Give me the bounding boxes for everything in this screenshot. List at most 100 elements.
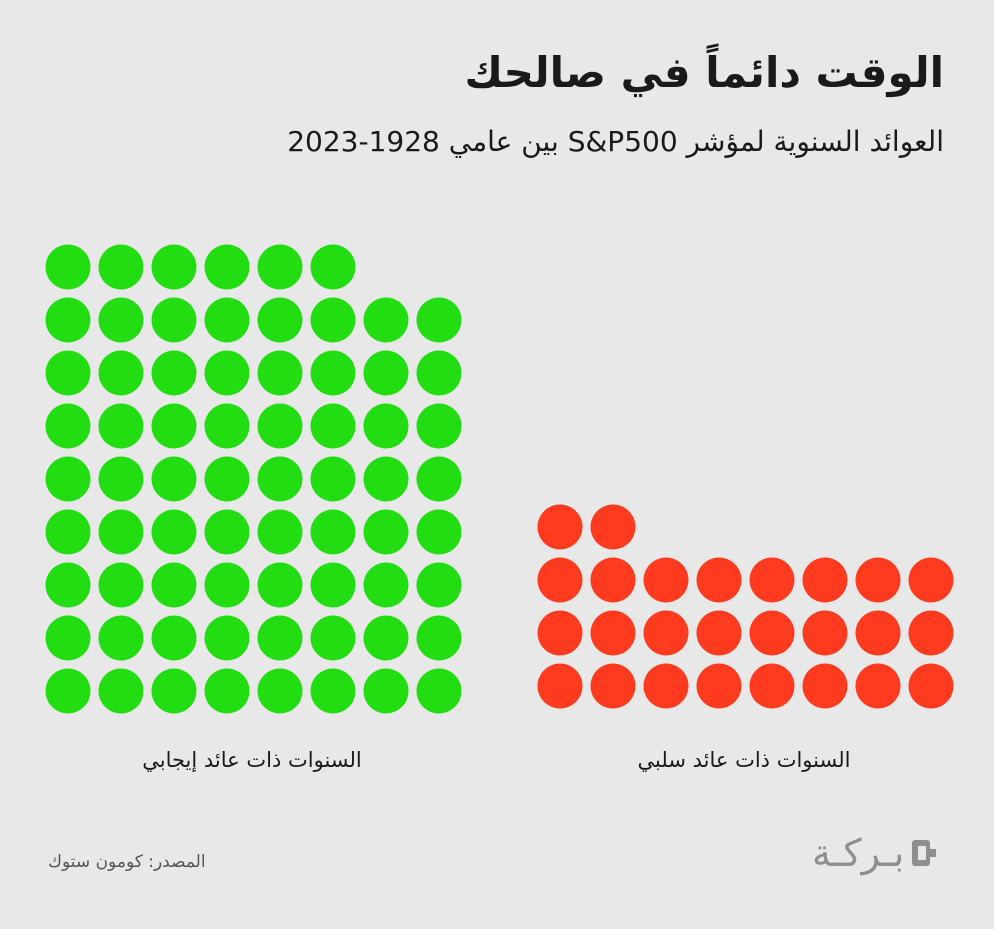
year-dot: [310, 456, 356, 502]
year-dot: [45, 350, 91, 396]
year-dot: [537, 504, 583, 550]
year-dot: [257, 615, 303, 661]
year-dot: [696, 557, 742, 603]
legend-positive-years: السنوات ذات عائد إيجابي: [142, 748, 362, 772]
year-dot: [98, 403, 144, 449]
year-dot: [45, 509, 91, 555]
year-dot: [416, 297, 462, 343]
year-dot: [204, 615, 250, 661]
year-dot: [802, 610, 848, 656]
year-dot: [151, 562, 197, 608]
year-dot: [416, 668, 462, 714]
year-dot: [45, 456, 91, 502]
year-dot: [749, 663, 795, 709]
year-dot: [643, 663, 689, 709]
year-dot: [204, 509, 250, 555]
year-dot: [151, 297, 197, 343]
year-dot: [363, 350, 409, 396]
year-dot: [45, 562, 91, 608]
year-dot: [590, 663, 636, 709]
year-dot: [257, 562, 303, 608]
year-dot: [45, 403, 91, 449]
source-note: المصدر: كومون ستوك: [48, 852, 206, 872]
year-dot: [537, 663, 583, 709]
chart-subtitle: العوائد السنوية لمؤشر S&P500 بين عامي 19…: [287, 125, 944, 158]
year-dot: [204, 456, 250, 502]
year-dot: [416, 403, 462, 449]
year-dot: [310, 509, 356, 555]
year-dot: [696, 663, 742, 709]
year-dot: [151, 350, 197, 396]
year-dot: [696, 610, 742, 656]
year-dot: [45, 297, 91, 343]
year-dot: [310, 244, 356, 290]
year-dot: [98, 297, 144, 343]
year-dot: [151, 615, 197, 661]
year-dot: [151, 403, 197, 449]
year-dot: [310, 615, 356, 661]
year-dot: [98, 350, 144, 396]
brand-name: بـركـة: [812, 831, 905, 875]
year-dot: [98, 615, 144, 661]
year-dot: [151, 509, 197, 555]
year-dot: [537, 557, 583, 603]
year-dot: [204, 403, 250, 449]
year-dot: [98, 456, 144, 502]
year-dot: [908, 610, 954, 656]
year-dot: [363, 615, 409, 661]
chart-title: الوقت دائماً في صالحك: [464, 48, 944, 97]
year-dot: [908, 663, 954, 709]
year-dot: [363, 509, 409, 555]
year-dot: [257, 244, 303, 290]
year-dot: [257, 456, 303, 502]
year-dot: [802, 663, 848, 709]
year-dot: [416, 350, 462, 396]
year-dot: [310, 350, 356, 396]
year-dot: [590, 610, 636, 656]
year-dot: [310, 562, 356, 608]
year-dot: [151, 244, 197, 290]
year-dot: [749, 557, 795, 603]
year-dot: [257, 297, 303, 343]
year-dot: [310, 403, 356, 449]
year-dot: [590, 557, 636, 603]
year-dot: [363, 562, 409, 608]
year-dot: [749, 610, 795, 656]
year-dot: [98, 244, 144, 290]
year-dot: [310, 668, 356, 714]
year-dot: [257, 668, 303, 714]
year-dot: [416, 562, 462, 608]
year-dot: [855, 610, 901, 656]
year-dot: [908, 557, 954, 603]
year-dot: [204, 562, 250, 608]
year-dot: [204, 297, 250, 343]
positive-years-dots: [45, 244, 462, 714]
brand-logo: بـركـة: [812, 834, 938, 872]
year-dot: [45, 244, 91, 290]
legend-negative-years: السنوات ذات عائد سلبي: [637, 748, 851, 772]
year-dot: [643, 610, 689, 656]
year-dot: [363, 403, 409, 449]
negative-years-dots: [537, 504, 954, 709]
year-dot: [257, 509, 303, 555]
year-dot: [363, 297, 409, 343]
year-dot: [257, 350, 303, 396]
year-dot: [257, 403, 303, 449]
year-dot: [537, 610, 583, 656]
year-dot: [98, 509, 144, 555]
year-dot: [204, 668, 250, 714]
year-dot: [855, 663, 901, 709]
year-dot: [45, 615, 91, 661]
year-dot: [363, 456, 409, 502]
year-dot: [204, 244, 250, 290]
year-dot: [416, 456, 462, 502]
year-dot: [855, 557, 901, 603]
year-dot: [45, 668, 91, 714]
year-dot: [98, 668, 144, 714]
year-dot: [151, 456, 197, 502]
baraka-logo-icon: [912, 840, 937, 866]
year-dot: [416, 615, 462, 661]
year-dot: [204, 350, 250, 396]
year-dot: [363, 668, 409, 714]
